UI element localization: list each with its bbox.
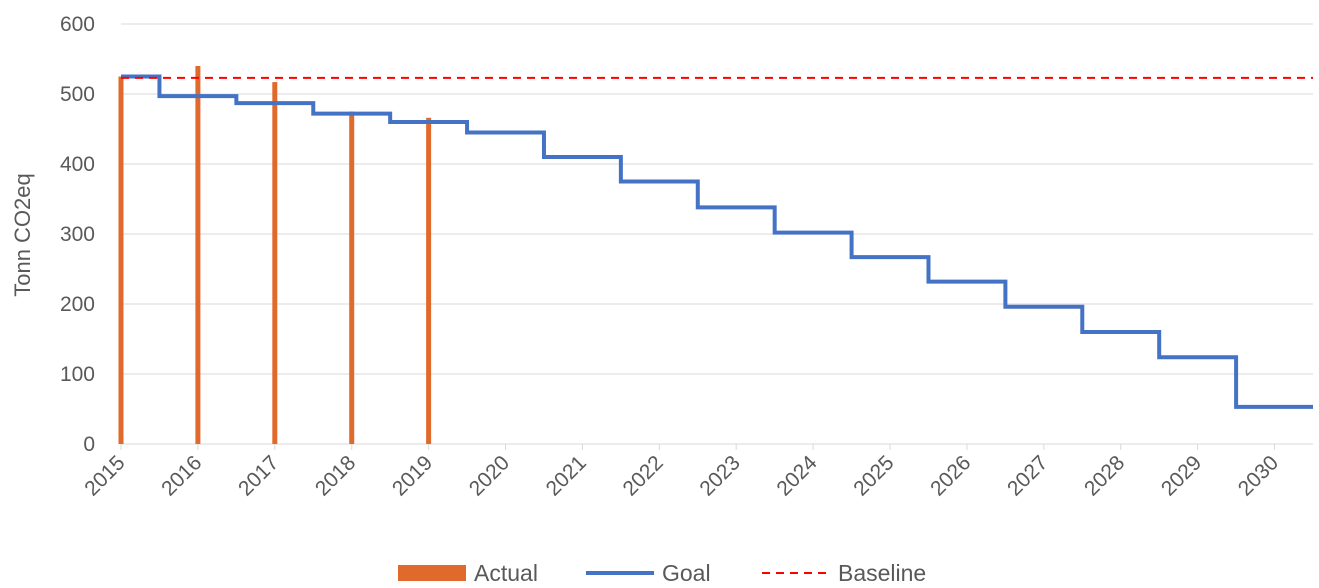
- goal-series: [121, 74, 1313, 409]
- x-tick-label-2022: 2022: [619, 451, 668, 500]
- y-axis-ticks: 0 100 200 300 400 500 600: [60, 13, 95, 456]
- x-tick-label-2024: 2024: [772, 451, 822, 501]
- x-tick-label-2023: 2023: [695, 451, 744, 500]
- x-tick-label-2021: 2021: [542, 451, 591, 500]
- legend-label-baseline: Baseline: [838, 560, 926, 586]
- gridlines: [121, 23, 1313, 445]
- y-tick-label-100: 100: [60, 363, 95, 386]
- x-tick-label-2015: 2015: [80, 451, 129, 500]
- x-axis-ticks: 2015 2016 2017 2018 2019 2020 2021 2022 2023 2024…: [80, 444, 1283, 501]
- y-tick-label-500: 500: [60, 83, 95, 106]
- x-tick-label-2016: 2016: [157, 451, 206, 500]
- x-tick-label-2028: 2028: [1080, 451, 1129, 500]
- x-tick-label-2030: 2030: [1234, 451, 1283, 500]
- actual-bar-2019: [426, 117, 432, 445]
- x-tick-label-2026: 2026: [926, 451, 975, 500]
- x-tick-label-2025: 2025: [849, 451, 898, 500]
- y-tick-label-600: 600: [60, 13, 95, 36]
- y-axis-title: Tonn CO2eq: [10, 173, 35, 297]
- y-tick-label-400: 400: [60, 153, 95, 176]
- goal-line: [121, 74, 1313, 409]
- legend-label-actual: Actual: [474, 560, 538, 586]
- x-tick-label-2017: 2017: [234, 451, 283, 500]
- x-tick-label-2029: 2029: [1157, 451, 1206, 500]
- actual-bar-2015: [118, 76, 124, 444]
- legend-swatch-actual: [398, 565, 466, 581]
- actual-bar-2018: [349, 111, 355, 444]
- x-tick-label-2019: 2019: [388, 451, 437, 500]
- actual-bar-2017: [272, 82, 278, 444]
- x-tick-label-2018: 2018: [311, 451, 360, 500]
- x-tick-label-2027: 2027: [1003, 451, 1052, 500]
- y-tick-label-200: 200: [60, 293, 95, 316]
- legend-label-goal: Goal: [662, 560, 711, 586]
- x-tick-label-2020: 2020: [465, 451, 514, 500]
- actual-bar-2016: [195, 66, 201, 444]
- y-tick-label-0: 0: [83, 433, 95, 456]
- actual-bars: [118, 66, 432, 445]
- y-tick-label-300: 300: [60, 223, 95, 246]
- legend: Actual Goal Baseline: [398, 560, 926, 586]
